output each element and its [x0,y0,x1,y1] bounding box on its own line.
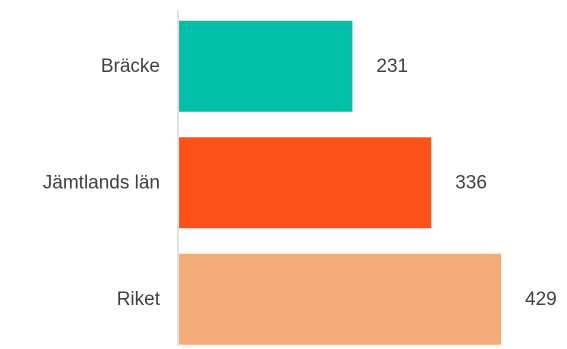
category-label-1: Bräcke [101,56,160,77]
value-label-1: 231 [376,56,408,77]
category-label-3: Riket [117,289,161,310]
value-label-3: 429 [525,289,557,310]
value-label-2: 336 [455,172,487,193]
category-label-2: Jämtlands län [43,172,160,193]
bars-group: Bräcke 231 Jämtlands län 336 Riket 429 [43,20,557,345]
bar-1 [179,20,353,112]
bar-3 [179,253,501,345]
bar-2 [179,137,432,229]
